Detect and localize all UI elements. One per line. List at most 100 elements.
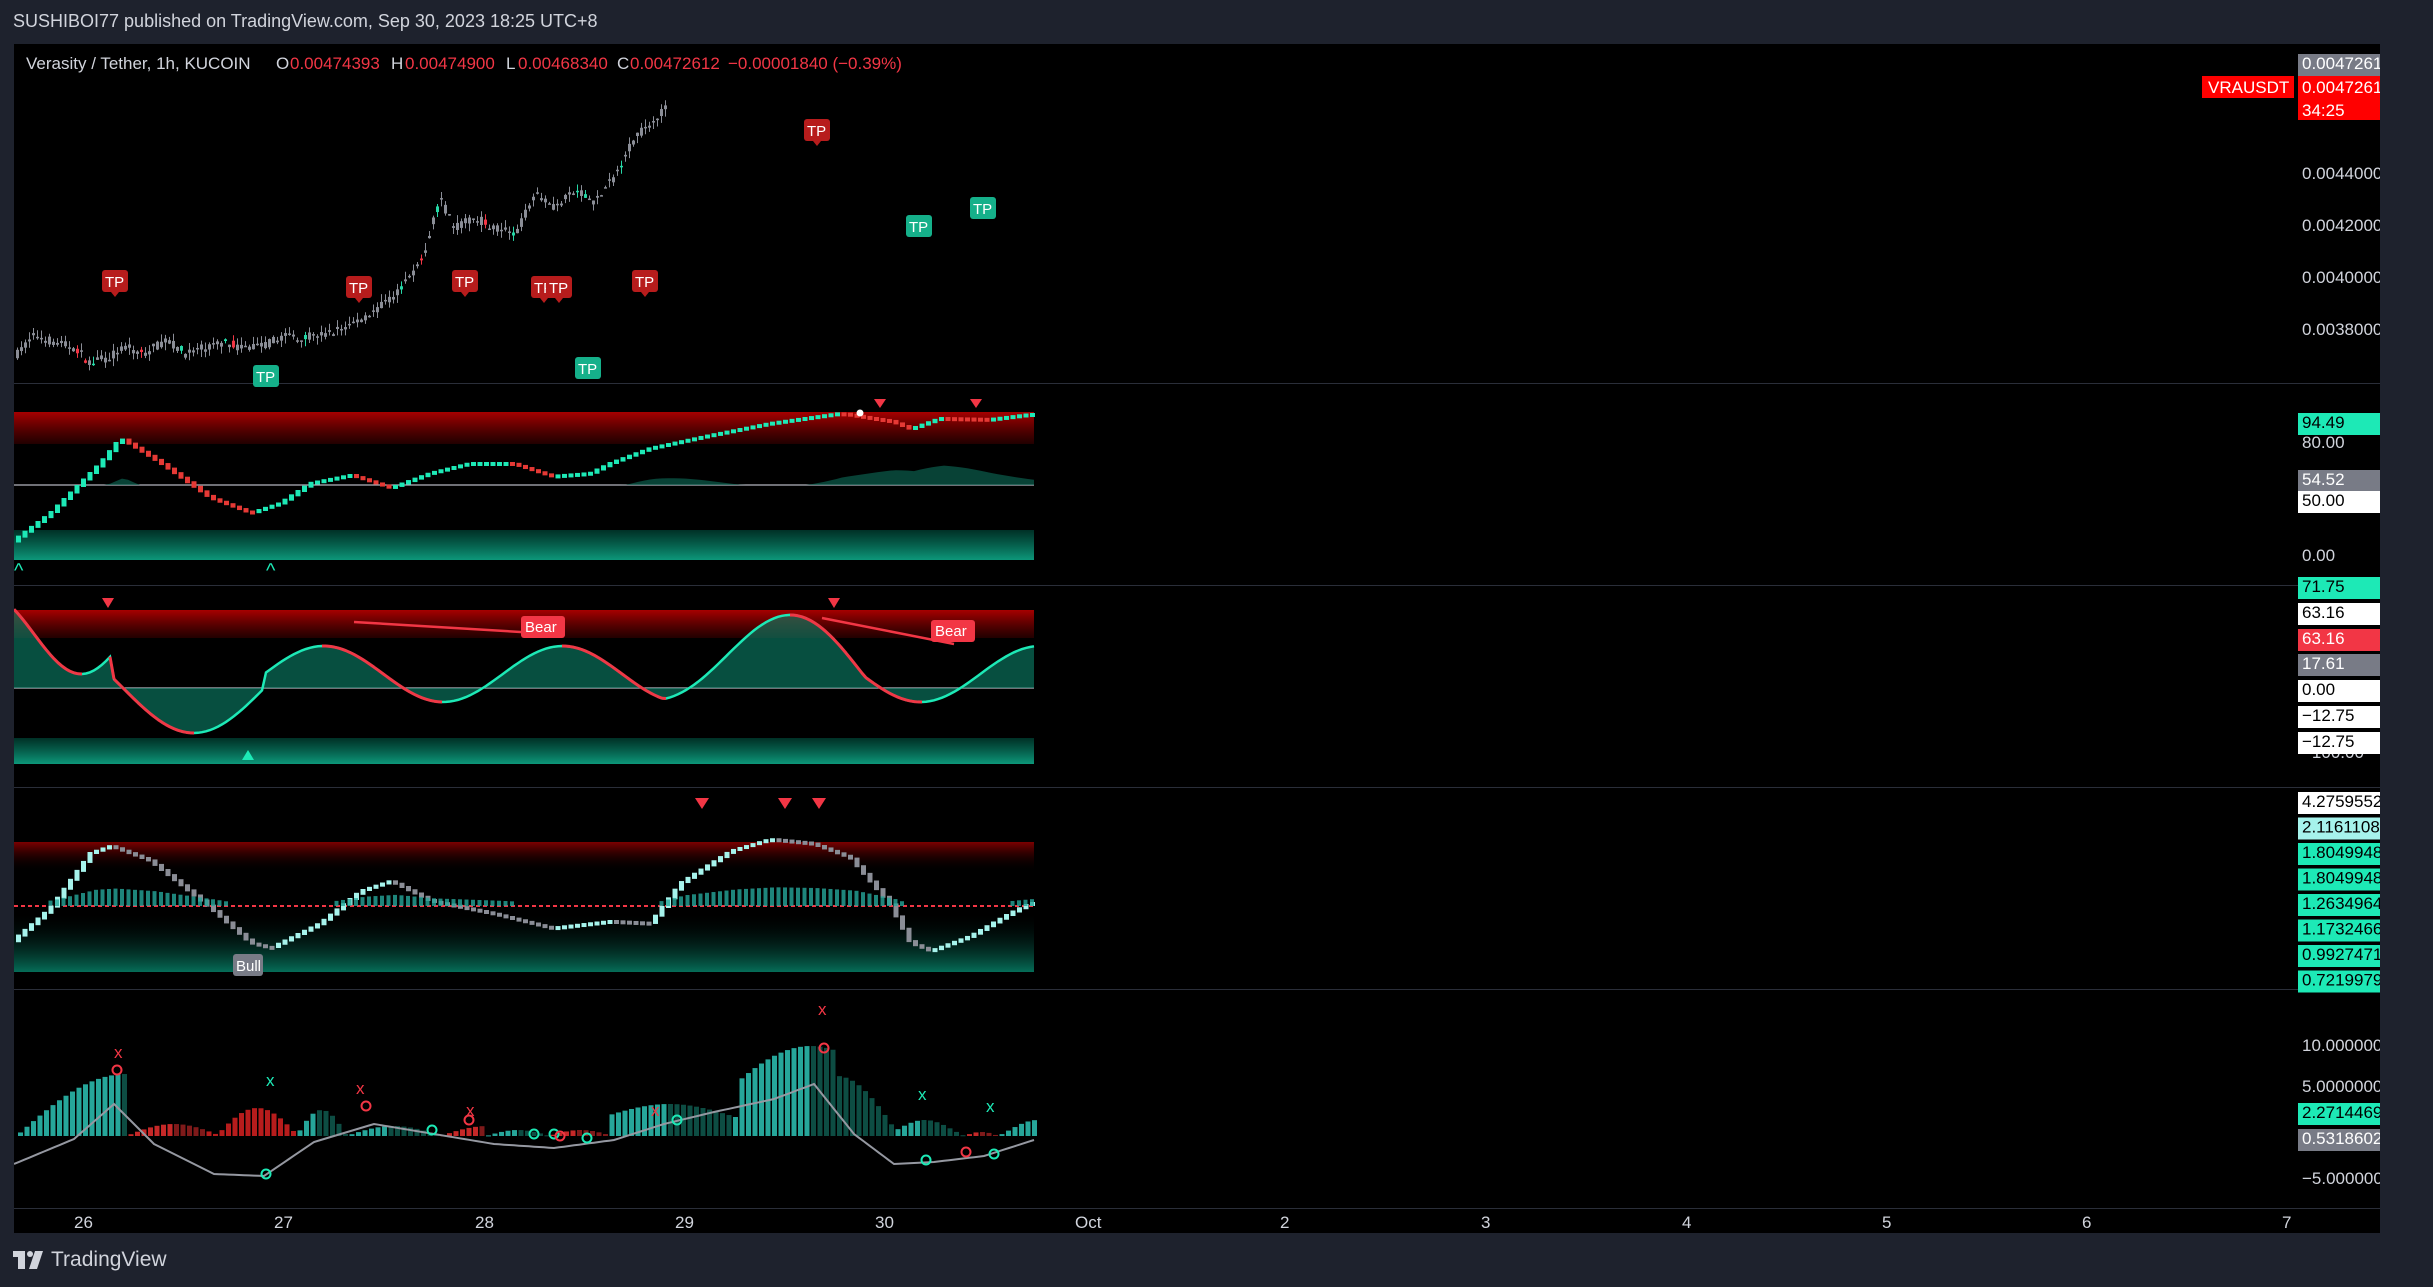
histogram-bar [681,1104,686,1136]
oscillator-step [984,417,990,422]
wave-down-segment [389,677,395,683]
candle-body [192,350,195,353]
wave-down-segment [44,648,52,656]
oscillator-step [757,424,762,429]
histogram-bar [291,1130,296,1136]
oscillator-step [22,530,28,538]
candle-body [372,310,375,312]
pane4-step [939,945,944,951]
oscillator-step [94,465,99,474]
histogram-bar [518,1130,524,1136]
oscillator-step [419,475,424,480]
histogram-pane-5[interactable]: x x x x x x x x [14,1000,1037,1180]
pane4-step [74,869,80,881]
candle-body [572,193,575,195]
tradingview-logo[interactable]: TradingView [13,1248,167,1272]
candle-body [208,344,211,350]
candle-body [540,198,543,201]
pane4-step [191,889,197,897]
tp-marker-pointer [555,298,563,303]
candle-body [140,349,143,353]
histogram-bar [570,1130,576,1136]
candle-body [560,203,563,206]
pane4-histo [61,897,66,906]
oscillator-step [48,511,54,519]
oscillator-step [360,476,366,481]
oscillator-step [627,454,632,460]
oscillator-step [432,470,437,475]
wave-down-segment [32,633,40,641]
oscillator-step [100,458,106,468]
wave-down-segment [20,617,28,625]
candle-body [664,105,667,110]
oscillator-step [620,457,626,462]
sell-arrow-icon [874,399,886,408]
pane4-step [568,924,574,929]
symbol-legend[interactable]: Verasity / Tether, 1h, KUCOIN O 0.004743… [26,54,902,73]
circle-marker [111,1064,123,1076]
pane4-step [412,889,418,895]
badge-price-bg [2298,76,2380,120]
candle-body [652,121,655,123]
pane4-step [458,904,463,909]
chart-svg[interactable]: Verasity / Tether, 1h, KUCOIN O 0.004743… [14,44,2380,1233]
wave-down-segment [641,686,647,692]
candle-body [256,343,259,346]
wave-down-segment [832,638,840,645]
wave-down-segment [569,645,575,649]
oscillator-pane-3[interactable]: Bear Bear [14,598,1035,764]
pane-separators [14,383,2380,1209]
histogram-bar [122,1074,127,1136]
tp-marker-bear [804,119,830,141]
chart-area[interactable]: Verasity / Tether, 1h, KUCOIN O 0.004743… [14,44,2380,1233]
wave-down-segment [633,681,639,687]
oscillator-step [997,416,1003,421]
candle-body [292,334,295,337]
candle-body [388,296,391,303]
peak-dot [856,409,864,417]
pane4-step [848,854,853,860]
histogram-bar [206,1131,212,1136]
candle-body [236,344,239,351]
oscillator-step [341,475,346,480]
pane5-label-bg [2298,1129,2380,1151]
pane3-tick: 0.00 [2302,680,2335,699]
candle-body [556,203,559,206]
histogram-bar [486,1135,491,1137]
oscillator-pane-2[interactable]: ^ ^ [14,399,1035,582]
candle-body [356,319,359,323]
pane4-step [94,849,99,854]
oscillator-step [328,477,333,482]
histogram-bar [843,1077,849,1136]
pane4-histo [867,893,872,906]
histogram-bar [356,1132,361,1136]
pane4-histo [185,895,189,906]
pane4-histo [146,890,150,906]
pane5-tick: −5.00000000 [2302,1169,2380,1188]
wave-down-segment [369,663,375,669]
pane4-step [640,921,645,926]
cross-marker: x [466,1101,475,1120]
oscillator-step [250,510,255,515]
oscillator-pane-4[interactable]: Bull [14,798,1035,976]
wave-down-segment [417,694,423,700]
oscillator-step [87,472,93,481]
pane4-histo [718,891,722,906]
pane4-histo [165,892,170,906]
cross-marker: x [356,1079,365,1098]
histogram-bar [694,1106,699,1136]
histogram-bar [362,1130,368,1136]
candle-body [304,335,307,340]
oscillator-step [198,485,203,493]
candle-body [332,334,335,336]
wave-down-segment [40,643,48,651]
pane4-histo [659,901,664,906]
candle-body [620,165,623,168]
oscillator-step [393,484,398,489]
candle-body [424,250,427,253]
oscillator-step [718,431,723,436]
pane4-histo [796,887,800,906]
oscillator-step [490,462,496,466]
wave-down-segment [901,697,907,702]
